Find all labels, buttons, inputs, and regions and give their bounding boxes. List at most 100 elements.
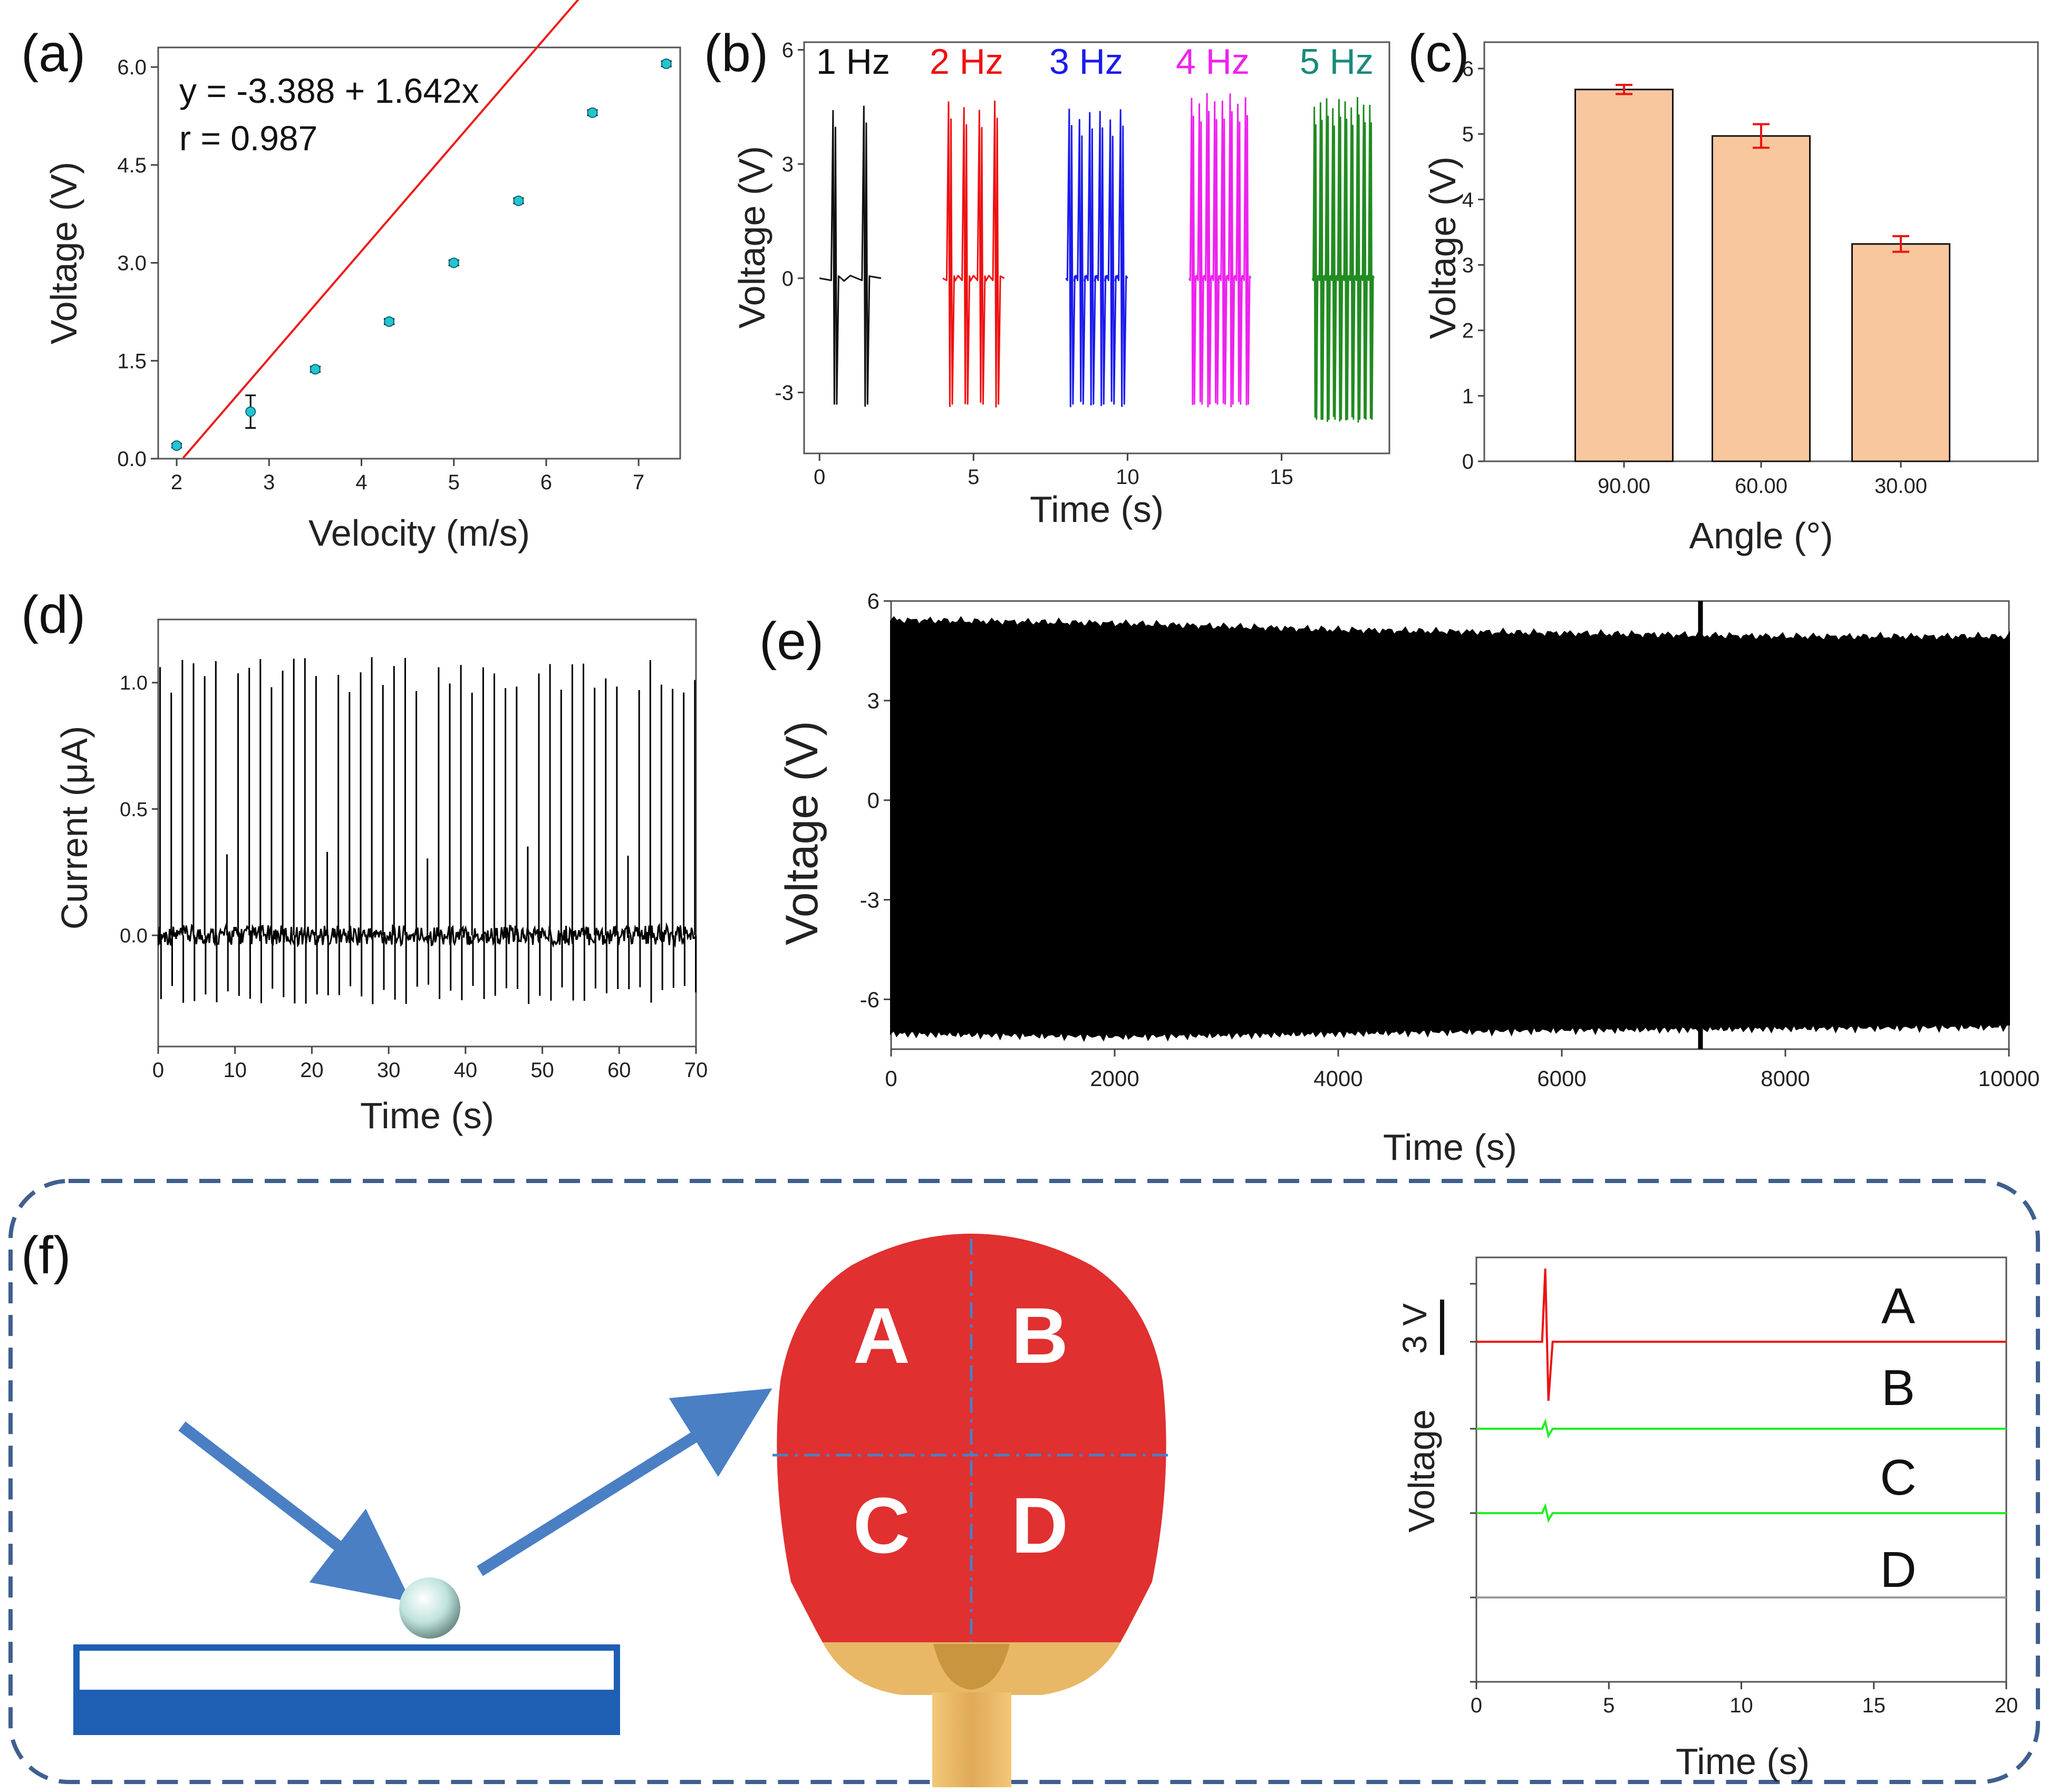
x-tick-label: 40 bbox=[454, 1059, 478, 1082]
panel-d: (d) 0 10 20 30 40 50 60 70 0.0 0.5 1.0 Time (s) C… bbox=[21, 585, 708, 1136]
bar bbox=[1574, 89, 1674, 462]
x-tick-label: 6 bbox=[540, 471, 552, 494]
panel-d-frame bbox=[157, 618, 697, 1048]
panel-a-frame bbox=[157, 46, 681, 460]
zone-b-label: B bbox=[1011, 1291, 1068, 1380]
y-tick-label: -3 bbox=[775, 381, 794, 404]
y-tick-label: 6 bbox=[782, 38, 794, 62]
data-point bbox=[245, 406, 256, 417]
x-axis-label: Velocity (m/s) bbox=[308, 512, 530, 554]
x-tick-label: 2 bbox=[171, 471, 182, 494]
y-tick-label: 3.0 bbox=[117, 252, 147, 275]
x-tick-label: 8000 bbox=[1761, 1066, 1810, 1091]
y-tick-label: 4.5 bbox=[117, 154, 147, 177]
legend-entry: 1 Hz bbox=[816, 42, 890, 82]
series-label-a: A bbox=[1881, 1278, 1915, 1334]
x-tick-label: 10 bbox=[1729, 1694, 1753, 1717]
signal-series-4 bbox=[1188, 93, 1252, 408]
x-tick-label: 7 bbox=[633, 471, 644, 494]
y-tick-label: 5 bbox=[1462, 123, 1474, 146]
table-base bbox=[76, 1690, 617, 1732]
y-tick-label: 6 bbox=[867, 589, 879, 614]
x-tick-label: 60 bbox=[607, 1059, 631, 1082]
y-axis-label: Voltage (V) bbox=[1422, 157, 1463, 339]
x-tick-label: 30.00 bbox=[1874, 474, 1927, 498]
x-tick-label: 0 bbox=[152, 1059, 164, 1082]
x-tick-label: 15 bbox=[1270, 466, 1293, 489]
legend-entry: 3 Hz bbox=[1049, 42, 1123, 82]
y-axis-label: Current (μA) bbox=[54, 726, 95, 930]
data-point bbox=[384, 316, 395, 327]
panel-f-label: (f) bbox=[21, 1226, 71, 1285]
y-tick-label: 3 bbox=[867, 689, 879, 713]
x-tick-label: 10 bbox=[1116, 466, 1139, 489]
legend-entry: 4 Hz bbox=[1176, 42, 1250, 82]
y-tick-label: 1 bbox=[1462, 385, 1474, 408]
x-tick-label: 0 bbox=[1471, 1694, 1482, 1717]
outgoing-arrow bbox=[477, 1388, 772, 1576]
dashed-frame bbox=[8, 1179, 2040, 1784]
y-axis-label: Voltage bbox=[1401, 1409, 1442, 1533]
y-axis-label: Voltage (V) bbox=[731, 146, 772, 328]
y-tick-label: 3 bbox=[1462, 254, 1474, 277]
data-point bbox=[171, 440, 182, 451]
signal-series-3 bbox=[1065, 108, 1128, 408]
zone-c-label: C bbox=[853, 1481, 910, 1570]
x-tick-label: 4000 bbox=[1313, 1066, 1362, 1091]
scale-bar-label: 3 V bbox=[1396, 1303, 1434, 1354]
panel-a-label: (a) bbox=[21, 24, 85, 83]
x-axis-label: Time (s) bbox=[1676, 1741, 1810, 1782]
signal-b bbox=[1476, 1418, 2006, 1439]
data-point bbox=[513, 195, 524, 206]
y-tick-label: 0 bbox=[1462, 450, 1474, 473]
y-axis-label: Voltage (V) bbox=[43, 162, 84, 344]
y-tick-label: 0.0 bbox=[117, 448, 147, 471]
data-point bbox=[310, 364, 321, 375]
fit-line bbox=[182, 0, 579, 459]
incoming-arrow bbox=[178, 1421, 411, 1602]
x-tick-label: 0 bbox=[885, 1066, 897, 1091]
y-tick-label: -6 bbox=[860, 987, 879, 1012]
x-tick-label: 10000 bbox=[1978, 1066, 2040, 1091]
panel-b: (b) 0 5 10 15 -3 0 3 6 1 Hz 2 Hz 3 Hz 4 Hz 5 Hz Ti… bbox=[704, 24, 1390, 530]
panel-b-label: (b) bbox=[704, 24, 768, 83]
inset-frame bbox=[1475, 1256, 2007, 1683]
y-tick-label: 1.0 bbox=[120, 672, 148, 694]
x-tick-label: 10 bbox=[223, 1059, 247, 1082]
legend-entry: 5 Hz bbox=[1300, 42, 1374, 82]
y-tick-label: 0 bbox=[782, 267, 794, 290]
y-tick-label: 3 bbox=[782, 153, 794, 176]
y-tick-label: -3 bbox=[860, 887, 879, 912]
signal-series-2 bbox=[942, 100, 1005, 408]
x-tick-label: 0 bbox=[814, 466, 825, 489]
fit-equation: y = -3.388 + 1.642x bbox=[179, 71, 479, 110]
y-tick-label: 0.5 bbox=[120, 799, 148, 821]
panel-d-label: (d) bbox=[21, 585, 85, 644]
x-tick-label: 4 bbox=[355, 471, 367, 494]
panel-b-frame bbox=[803, 41, 1390, 454]
x-tick-label: 3 bbox=[263, 471, 275, 494]
y-tick-label: 0 bbox=[867, 788, 879, 812]
zone-d-label: D bbox=[1011, 1481, 1068, 1570]
x-tick-label: 2000 bbox=[1090, 1066, 1139, 1091]
paddle-handle bbox=[932, 1692, 1011, 1787]
fit-correlation: r = 0.987 bbox=[179, 119, 317, 158]
signal-series-5 bbox=[1311, 96, 1375, 423]
y-tick-label: 2 bbox=[1462, 319, 1474, 343]
x-axis-label: Angle (°) bbox=[1689, 515, 1833, 556]
panel-e-label: (e) bbox=[759, 612, 824, 671]
series-label-c: C bbox=[1880, 1449, 1916, 1506]
data-point bbox=[448, 257, 459, 268]
series-label-b: B bbox=[1881, 1360, 1915, 1416]
data-point bbox=[661, 58, 672, 69]
x-tick-label: 5 bbox=[968, 466, 979, 489]
x-tick-label: 50 bbox=[530, 1059, 554, 1082]
legend-entry: 2 Hz bbox=[930, 42, 1003, 82]
bar bbox=[1851, 243, 1950, 462]
x-tick-label: 5 bbox=[1603, 1694, 1615, 1717]
voltage-envelope bbox=[890, 616, 2010, 1042]
panel-c: (c) 0 1 2 3 4 5 6 90.00 60.00 30.00 Angle (°) Vo… bbox=[1408, 24, 2039, 556]
y-tick-label: 0.0 bbox=[120, 925, 148, 947]
x-tick-label: 6000 bbox=[1537, 1066, 1586, 1091]
